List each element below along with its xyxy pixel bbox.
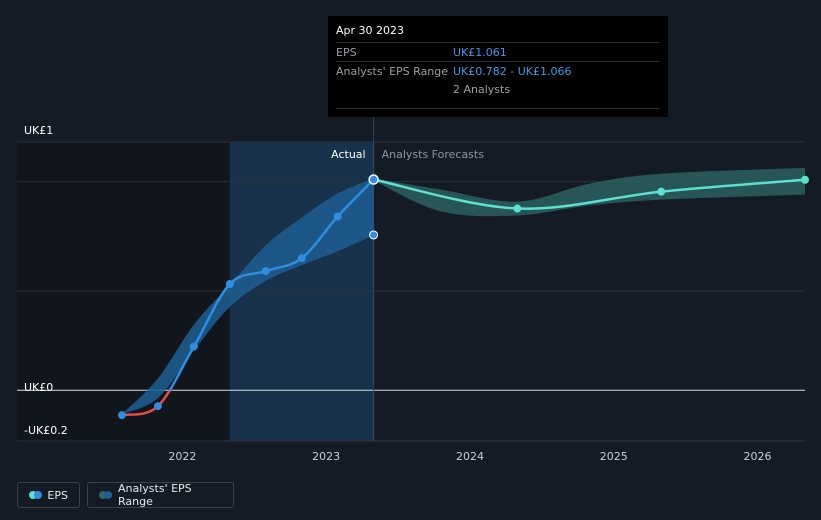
eps-actual-point-3 (225, 280, 234, 289)
eps-actual-point-4 (261, 267, 270, 276)
legend-eps[interactable]: EPS (17, 482, 80, 508)
tooltip-date: Apr 30 2023 (336, 24, 405, 37)
x-tick-label-3: 2025 (600, 450, 628, 463)
eps-actual-point-5 (297, 254, 306, 263)
forecast-label: Analysts Forecasts (382, 148, 485, 161)
past-region-shade (17, 142, 230, 441)
eps-actual-point-0 (117, 411, 126, 420)
legend-range[interactable]: Analysts' EPS Range (87, 482, 234, 508)
eps-swatch-icon (29, 491, 42, 499)
range-swatch-icon (99, 491, 112, 499)
eps-actual-line (168, 178, 375, 391)
tooltip-range-label: Analysts' EPS Range (336, 65, 449, 78)
eps-actual-negative-line (121, 390, 172, 417)
highlight-region (229, 142, 374, 441)
eps-forecast-line (373, 178, 806, 210)
x-tick-label-1: 2023 (312, 450, 340, 463)
legend-range-label: Analysts' EPS Range (118, 482, 192, 508)
tooltip-divider (336, 108, 660, 109)
eps-forecast-point-1 (513, 204, 522, 213)
tooltip-eps-value: UK£1.061 (453, 46, 507, 59)
forecast-eps-range-band (373, 167, 805, 217)
y-tick-label-1: UK£0 (24, 381, 53, 394)
tooltip-range-value: UK£0.782 - UK£1.066 (453, 65, 572, 78)
tooltip-eps-label: EPS (336, 46, 357, 59)
eps-actual-point-2 (189, 342, 198, 351)
selected-eps-point (368, 174, 379, 185)
eps-actual-point-1 (153, 402, 162, 411)
x-tick-label-0: 2022 (168, 450, 196, 463)
tooltip: Apr 30 2023 EPS UK£1.061 Analysts' EPS R… (328, 16, 668, 117)
eps-forecast-point-3 (801, 175, 809, 184)
tooltip-analysts: 2 Analysts (453, 83, 511, 96)
legend-eps-label: EPS (47, 488, 68, 502)
y-tick-label-2: -UK£0.2 (24, 424, 68, 437)
actual-label: Actual (331, 148, 365, 161)
range-low-marker (369, 230, 379, 240)
eps-forecast-point-2 (657, 187, 666, 196)
eps-actual-point-6 (333, 212, 342, 221)
x-tick-label-2: 2024 (456, 450, 484, 463)
x-tick-label-4: 2026 (744, 450, 772, 463)
actual-eps-range-band (121, 178, 374, 415)
y-tick-label-0: UK£1 (24, 124, 53, 137)
